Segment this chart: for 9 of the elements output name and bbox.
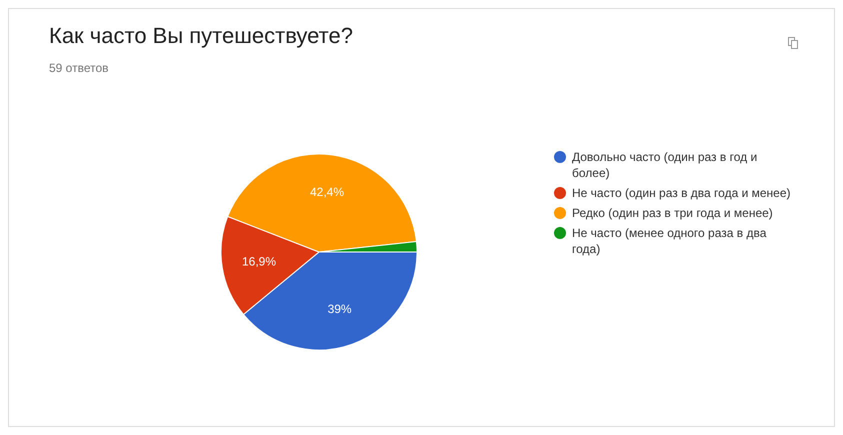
legend-label: Редко (один раз в три года и менее) xyxy=(572,205,773,221)
legend-label: Не часто (один раз в два года и менее) xyxy=(572,185,791,201)
legend-label: Не часто (менее одного раза в два года) xyxy=(572,225,768,257)
data-label: 16,9% xyxy=(242,254,276,269)
legend-label: Довольно часто (один раз в год и более) xyxy=(572,149,758,181)
data-label: 42,4% xyxy=(310,184,344,199)
chart-title: Как часто Вы путешествуете? xyxy=(49,23,353,49)
text: 59 ответов xyxy=(49,61,109,75)
data-label: 39% xyxy=(328,302,352,316)
